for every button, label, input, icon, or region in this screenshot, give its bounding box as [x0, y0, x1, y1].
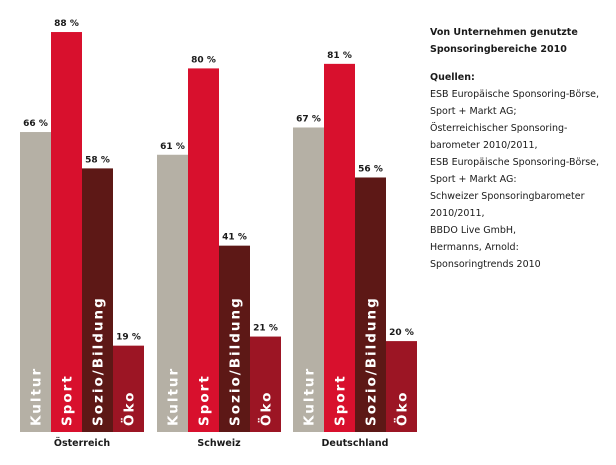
group-label-schweiz: Schweiz	[197, 438, 241, 449]
value-label: 20 %	[389, 328, 414, 338]
source-line: Hermanns, Arnold:	[430, 242, 519, 253]
source-line: barometer 2010/2011,	[430, 140, 538, 151]
bar-deutschland-oko	[386, 341, 417, 432]
chart-info-panel: Von Unternehmen genutzte Sponsoringberei…	[430, 24, 610, 273]
value-label: 80 %	[191, 55, 216, 65]
category-label: Öko	[257, 391, 275, 426]
bar-schweiz-kultur	[157, 154, 188, 432]
value-label: 56 %	[358, 164, 383, 174]
category-label: Kultur	[166, 367, 182, 426]
group-label-osterreich: Österreich	[54, 438, 110, 449]
value-label: 81 %	[327, 51, 352, 61]
value-label: 41 %	[222, 233, 247, 243]
source-line: Sport + Markt AG;	[430, 106, 517, 117]
value-label: 21 %	[253, 324, 278, 334]
bar-deutschland-sozio-bildung	[355, 177, 386, 432]
source-line: Sponsoringtrends 2010	[430, 259, 541, 270]
category-label: Sport	[60, 374, 76, 426]
bar-schweiz-sport	[188, 68, 219, 433]
bar-deutschland-kultur	[293, 127, 324, 433]
category-label: Sport	[333, 374, 349, 426]
bar-schweiz-oko	[250, 336, 281, 432]
bar-osterreich-kultur	[20, 132, 51, 432]
source-line: ESB Europäische Sponsoring-Börse,	[430, 157, 600, 168]
source-line: Schweizer Sponsoringbarometer	[430, 191, 585, 202]
source-line: BBDO Live GmbH,	[430, 225, 517, 236]
source-line: 2010/2011,	[430, 208, 485, 219]
source-line: Österreichischer Sponsoring-	[430, 123, 568, 134]
source-line: Sport + Markt AG:	[430, 174, 517, 185]
bar-osterreich-sozio-bildung	[82, 168, 113, 432]
value-label: 19 %	[116, 333, 141, 343]
sources-list: ESB Europäische Sponsoring-Börse, Sport …	[430, 86, 610, 273]
chart-title-line: Von Unternehmen genutzte	[430, 27, 578, 38]
bar-deutschland-sport	[324, 63, 355, 432]
sources-heading: Quellen:	[430, 72, 475, 83]
category-label: Sozio/Bildung	[228, 296, 244, 426]
chart-title: Von Unternehmen genutzte Sponsoringberei…	[430, 24, 610, 58]
category-label: Sozio/Bildung	[91, 296, 107, 426]
category-label: Sozio/Bildung	[364, 296, 380, 426]
value-label: 66 %	[23, 119, 48, 129]
bar-osterreich-sport	[51, 32, 82, 432]
value-label: 58 %	[85, 155, 110, 165]
value-label: 67 %	[296, 114, 321, 124]
value-label: 88 %	[54, 19, 79, 29]
category-label: Sport	[197, 374, 213, 426]
value-label: 61 %	[160, 142, 185, 152]
category-label: Öko	[120, 391, 138, 426]
chart-title-line: Sponsoringbereiche 2010	[430, 44, 567, 55]
source-line: ESB Europäische Sponsoring-Börse,	[430, 89, 600, 100]
bar-osterreich-oko	[113, 345, 144, 432]
bar-schweiz-sozio-bildung	[219, 245, 250, 432]
group-label-deutschland: Deutschland	[322, 438, 389, 449]
category-label: Kultur	[29, 367, 45, 426]
category-label: Öko	[393, 391, 411, 426]
category-label: Kultur	[302, 367, 318, 426]
